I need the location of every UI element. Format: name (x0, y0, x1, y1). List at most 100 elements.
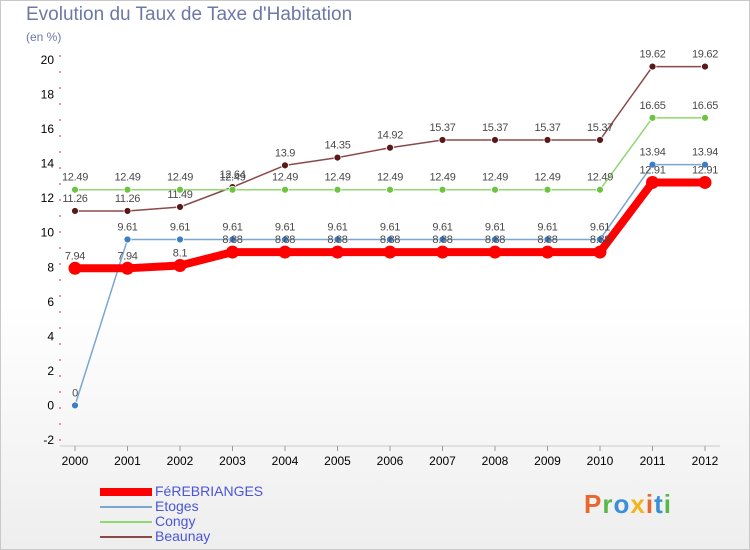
legend-label-beaunay: Beaunay (155, 528, 211, 544)
y-tick-label: 14 (41, 157, 55, 171)
data-point-etoges (491, 235, 499, 244)
y-tick-label: 2 (47, 364, 54, 378)
data-label-etoges: 9.61 (275, 221, 295, 233)
x-tick-label: 2004 (272, 454, 299, 468)
data-label-beaunay: 11.26 (62, 193, 87, 205)
y-tick-label: 0 (47, 398, 54, 412)
data-label-etoges: 9.61 (327, 221, 347, 233)
data-point-beaunay (281, 161, 289, 170)
data-point-congy (491, 185, 499, 194)
data-label-congy: 12.49 (219, 172, 245, 184)
data-point-frebrianges (698, 175, 712, 189)
data-label-congy: 12.49 (534, 172, 560, 184)
data-point-congy (386, 185, 394, 194)
data-label-etoges: 0 (72, 387, 78, 399)
data-label-etoges: 9.61 (537, 221, 557, 233)
data-point-etoges (123, 235, 132, 244)
data-label-beaunay: 15.37 (429, 122, 455, 134)
y-tick-label: 10 (41, 226, 55, 240)
data-label-etoges: 13.94 (639, 147, 665, 159)
data-point-etoges (386, 235, 394, 244)
data-label-frebrianges: 8.88 (432, 234, 452, 246)
data-label-frebrianges: 8.88 (327, 234, 347, 246)
data-point-frebrianges (331, 245, 344, 259)
data-label-beaunay: 14.92 (377, 130, 403, 142)
data-point-beaunay (386, 143, 394, 152)
data-label-frebrianges: 12.91 (692, 164, 718, 176)
data-label-beaunay: 11.49 (167, 189, 192, 201)
x-tick-label: 2008 (482, 454, 509, 468)
y-tick-label: 20 (41, 53, 55, 67)
data-label-beaunay: 15.37 (482, 122, 508, 134)
y-tick-label: 8 (47, 260, 54, 274)
data-label-frebrianges: 8.1 (173, 248, 188, 260)
logo-letter: t (654, 489, 664, 519)
data-point-beaunay (543, 136, 552, 144)
x-tick-label: 2010 (587, 454, 614, 468)
data-point-beaunay (438, 136, 447, 144)
y-tick-label: 12 (41, 191, 55, 205)
data-point-beaunay (701, 62, 709, 71)
data-point-congy (228, 185, 237, 194)
data-point-congy (543, 185, 552, 194)
data-labels: 11.26 11.26 11.49 12.64 13.9 14.35 14.92 15.37 1… (62, 49, 719, 400)
data-point-etoges (596, 235, 604, 244)
data-label-congy: 12.49 (272, 172, 298, 184)
data-label-etoges: 9.61 (380, 221, 400, 233)
data-label-frebrianges: 7.94 (117, 250, 137, 262)
data-point-etoges (438, 235, 447, 244)
data-label-beaunay: 19.62 (692, 49, 718, 61)
data-point-frebrianges (278, 245, 292, 259)
data-point-etoges (71, 401, 79, 410)
data-label-frebrianges: 8.88 (275, 234, 295, 246)
data-point-congy (71, 185, 79, 194)
data-label-congy: 12.49 (482, 172, 508, 184)
data-label-congy: 16.65 (692, 100, 718, 112)
x-tick-label: 2006 (377, 454, 404, 468)
data-point-etoges (333, 235, 342, 244)
x-tick-label: 2000 (62, 454, 89, 468)
data-point-frebrianges (488, 245, 502, 259)
data-label-etoges: 9.61 (485, 221, 505, 233)
data-label-frebrianges: 8.88 (537, 234, 557, 246)
data-point-congy (438, 185, 447, 194)
logo-letter: P (584, 489, 603, 519)
data-label-etoges: 9.61 (432, 221, 452, 233)
data-point-congy (333, 185, 342, 194)
logo-letter: x (630, 489, 646, 519)
legend-swatch-congy (100, 521, 152, 523)
data-label-frebrianges: 8.88 (222, 234, 242, 246)
data-label-congy: 16.65 (639, 100, 665, 112)
data-point-frebrianges (593, 245, 607, 259)
x-tick-label: 2011 (640, 454, 666, 468)
legend-label-etoges: Etoges (155, 498, 199, 514)
data-point-beaunay (648, 62, 657, 71)
logo-letter: i (663, 489, 672, 519)
data-label-beaunay: 15.37 (587, 122, 613, 134)
y-axis-unit: (en %) (26, 30, 62, 44)
data-point-frebrianges (383, 245, 397, 259)
data-label-frebrianges: 7.94 (65, 250, 85, 262)
data-point-frebrianges (121, 261, 134, 275)
data-point-beaunay (491, 136, 499, 144)
data-point-etoges (648, 160, 657, 169)
legend-swatch-etoges (100, 506, 152, 508)
data-point-frebrianges (226, 245, 239, 259)
x-tick-label: 2005 (324, 454, 351, 468)
data-point-congy (596, 185, 604, 194)
data-label-etoges: 9.61 (590, 221, 610, 233)
data-point-etoges (701, 160, 709, 169)
x-tick-label: 2012 (692, 454, 719, 468)
data-label-beaunay: 12.64 (219, 169, 245, 181)
data-point-frebrianges (68, 261, 82, 275)
legend-label-ferebrianges: FéREBRIANGES (155, 483, 264, 499)
data-label-frebrianges: 8.88 (380, 234, 400, 246)
series-layer (68, 62, 712, 410)
data-label-congy: 12.49 (324, 172, 350, 184)
data-label-congy: 12.49 (377, 172, 403, 184)
x-tick-label: 2007 (429, 454, 456, 468)
data-label-congy: 12.49 (167, 172, 193, 184)
data-label-etoges: 9.61 (170, 221, 190, 233)
data-point-beaunay (71, 207, 79, 215)
